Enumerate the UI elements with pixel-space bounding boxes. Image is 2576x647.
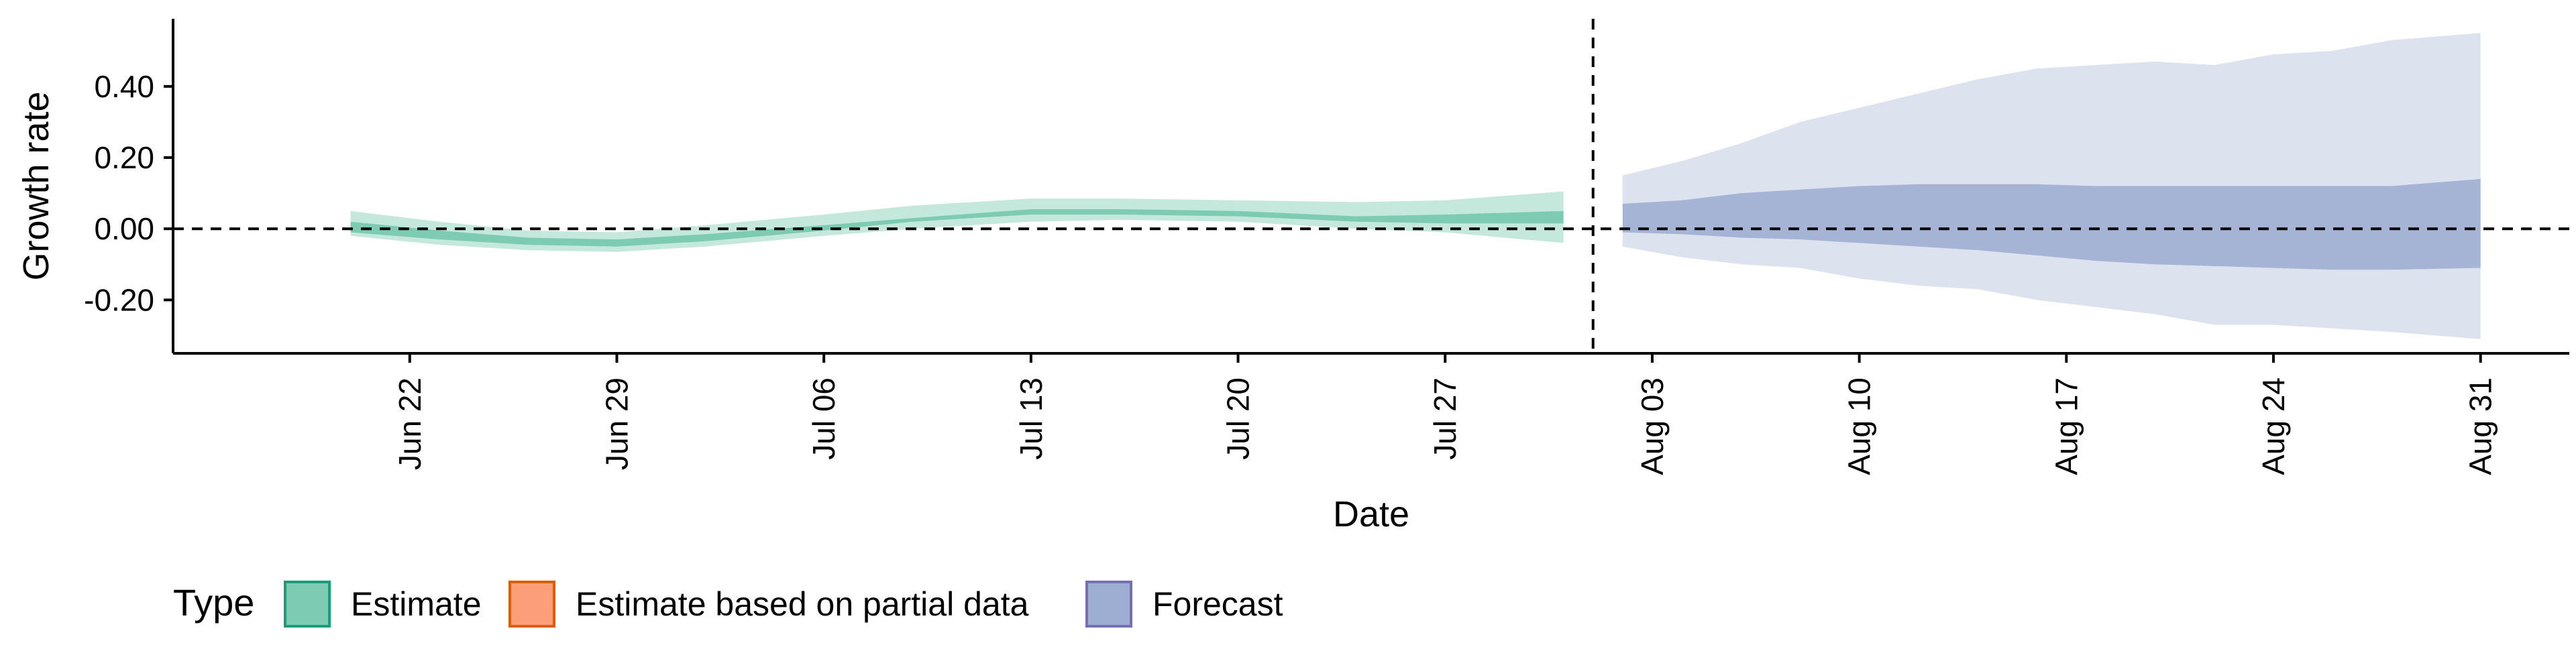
x-tick-label: Aug 17 [2049,377,2084,475]
legend-swatch-estimate [284,581,331,628]
y-tick-label: 0.20 [94,140,154,175]
y-tick-label: -0.20 [84,282,154,317]
y-axis-title: Growth rate [16,91,56,280]
legend-label-estimate-based-on-partial-data: Estimate based on partial data [576,585,1029,623]
reference-lines [173,19,2569,353]
x-tick-label: Jul 27 [1428,377,1462,460]
legend-swatch-forecast [1085,581,1132,628]
legend-title: Type [173,581,254,624]
x-tick-label: Jul 20 [1221,377,1256,460]
y-tick-label: 0.40 [94,69,154,104]
x-tick-label: Jun 22 [392,377,427,470]
x-axis-title: Date [1333,494,1409,534]
estimate-inner-band [350,209,1564,247]
y-axis-ticks: 0.40 0.20 0.00 -0.20 [84,69,173,317]
x-tick-label: Aug 03 [1635,377,1670,475]
forecast-inner-band [1622,178,2481,270]
legend: Type Estimate Estimate based on partial d… [173,581,1283,628]
x-tick-label: Aug 24 [2256,377,2291,475]
uncertainty-bands [350,33,2481,339]
x-tick-label: Jul 13 [1014,377,1049,460]
axes [172,19,2569,355]
legend-label-estimate: Estimate [351,585,482,623]
legend-swatch-estimate-based-on-partial-data [508,581,555,628]
x-tick-label: Aug 31 [2463,377,2498,475]
y-tick-label: 0.00 [94,211,154,246]
x-axis-ticks: Jun 22 Jun 29 Jul 06 Jul 13 Jul 20 Jul 27 Aug … [392,353,2498,475]
x-tick-label: Aug 10 [1842,377,1877,475]
legend-label-forecast: Forecast [1152,585,1283,623]
estimate-outer-band [350,191,1564,252]
x-tick-label: Jun 29 [599,377,634,470]
x-tick-label: Jul 06 [806,377,841,460]
